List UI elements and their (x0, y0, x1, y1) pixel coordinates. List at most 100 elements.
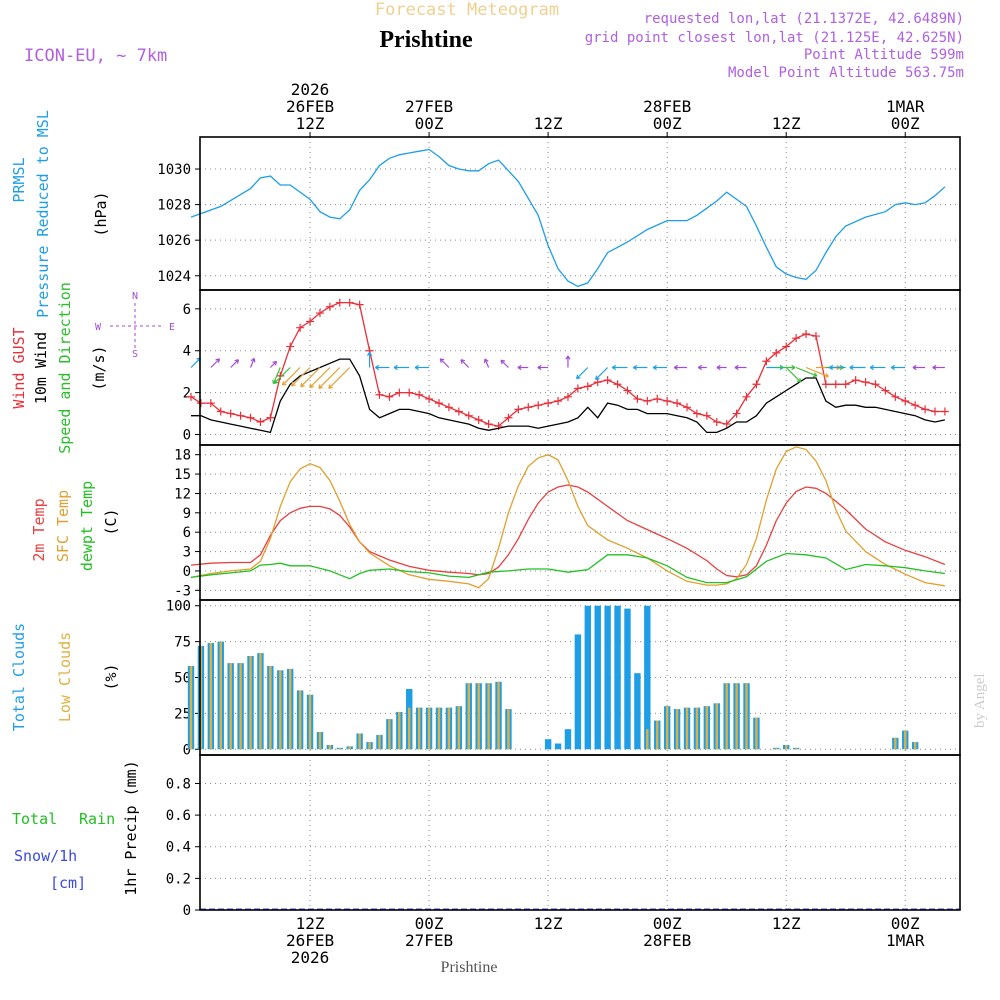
low-cloud-bar (705, 706, 709, 750)
gust-marker (861, 378, 870, 387)
wind-arrow-head (824, 373, 829, 378)
low-cloud-bar (715, 703, 718, 750)
point-altitude: Point Altitude 599m (804, 47, 964, 63)
gust-marker (603, 376, 612, 385)
gust-marker (931, 407, 939, 416)
low-cloud-bar (358, 733, 361, 750)
wind-arrow-shaft (190, 357, 201, 368)
wind-arrow (309, 367, 331, 389)
wind-arrow-head (890, 364, 895, 371)
low-cloud-bar (497, 681, 500, 750)
temp-ytick-label: 6 (183, 525, 191, 541)
gust-marker (246, 413, 255, 422)
wind-arrow-head (812, 372, 818, 378)
low-cloud-bar (348, 746, 351, 750)
wind-ytick-label: 6 (183, 302, 191, 318)
low-cloud-bar (745, 683, 748, 750)
low-cloud-bar (239, 663, 242, 750)
wind-arrow-shaft (795, 366, 818, 377)
wind-arrow-head (611, 364, 617, 371)
gust-marker (395, 388, 404, 397)
wind-arrow-head (932, 364, 937, 371)
snow-label: Snow/1h (14, 847, 77, 865)
low-cloud-bar (308, 694, 312, 750)
low-cloud-bar (338, 747, 341, 750)
wind-arrow-head (272, 360, 278, 366)
wind-arrow-shaft (576, 367, 589, 380)
low-cloud-bar (259, 653, 262, 750)
time-label-top: 28FEB (643, 97, 691, 116)
clouds-panel: 0 25 50 75 100 (166, 599, 961, 758)
gust-marker (573, 384, 582, 393)
wind-arrow-shaft (318, 367, 341, 389)
low-cloud-bar (675, 709, 679, 750)
wind-arrow-shaft (484, 358, 490, 368)
time-label-bottom: 00Z (653, 914, 682, 933)
wind-arrow (439, 358, 450, 368)
compass-n: N (132, 291, 138, 302)
model-altitude: Model Point Altitude 563.75m (728, 65, 964, 81)
gust-marker (841, 380, 850, 389)
gust-marker (236, 411, 245, 420)
wind-arrow (249, 357, 256, 368)
wind-arrow-head (328, 384, 333, 390)
wind-arrow (273, 367, 291, 384)
gust-marker (871, 380, 880, 389)
total-cloud-bar (574, 634, 582, 750)
wind-arrow-head (273, 379, 279, 384)
compass-w: W (95, 322, 102, 333)
wind-arrow-shaft (309, 367, 331, 389)
precip-ytick-label: 0.2 (166, 871, 191, 887)
gust-marker (206, 399, 215, 408)
gust-marker (891, 392, 900, 401)
gust-marker (276, 371, 285, 380)
total-cloud-bar (604, 605, 611, 750)
wind-arrow (414, 364, 430, 371)
time-label-bottom: 00Z (415, 914, 444, 933)
low-cloud-bar (785, 744, 788, 750)
gust-marker (474, 415, 483, 424)
direction-label: Speed and Direction (56, 282, 74, 454)
pressure-label-2: Pressure Reduced to MSL (34, 110, 52, 318)
snow-unit: [cm] (50, 874, 86, 892)
gust-marker (325, 302, 334, 311)
wind-unit: (m/s) (90, 345, 108, 390)
wind-arrow (611, 364, 628, 371)
gust-marker (524, 403, 533, 412)
wind-arrow-shaft (328, 367, 351, 389)
wind-arrow-head (282, 381, 287, 386)
pressure-series-prmsl (190, 148, 946, 288)
gust-marker (345, 298, 354, 307)
gust-marker (772, 348, 781, 357)
time-label-top: 00Z (415, 114, 444, 133)
wind-arrow-head (537, 364, 542, 371)
wind-arrow (460, 359, 470, 368)
low-cloud-bar (427, 707, 431, 750)
time-label-bottom: 2026 (291, 948, 330, 967)
clouds-ytick-label: 100 (166, 599, 191, 615)
total-cloud-bar (554, 743, 562, 750)
gust-marker (266, 413, 275, 422)
gust-marker (851, 376, 860, 385)
gust-marker (435, 399, 443, 408)
clouds-ytick-label: 0 (183, 742, 191, 758)
wind-arrow-shaft (785, 367, 802, 383)
wind-arrow-shaft (439, 358, 450, 368)
clouds-ytick-label: 50 (174, 671, 191, 687)
wind-arrow (673, 364, 687, 371)
low-cloud-bar (199, 645, 203, 750)
temp-series-2m-temp (190, 484, 946, 578)
wind-arrow (269, 360, 278, 368)
wind-compass: N S W E (95, 291, 175, 360)
low-cloud-bar (298, 690, 302, 750)
time-label-bottom: 00Z (891, 914, 920, 933)
low-cloud-bar (447, 707, 451, 750)
gust-marker (504, 413, 513, 422)
pressure-unit: (hPa) (92, 191, 110, 236)
gust-marker (633, 394, 642, 403)
wind-arrow-head (849, 364, 854, 371)
cloud-unit: (%) (102, 663, 120, 690)
gust-marker (286, 342, 295, 351)
wind-arrow-head (697, 364, 702, 371)
requested-location: requested lon,lat (21.1372E, 42.6489N) (644, 11, 964, 27)
